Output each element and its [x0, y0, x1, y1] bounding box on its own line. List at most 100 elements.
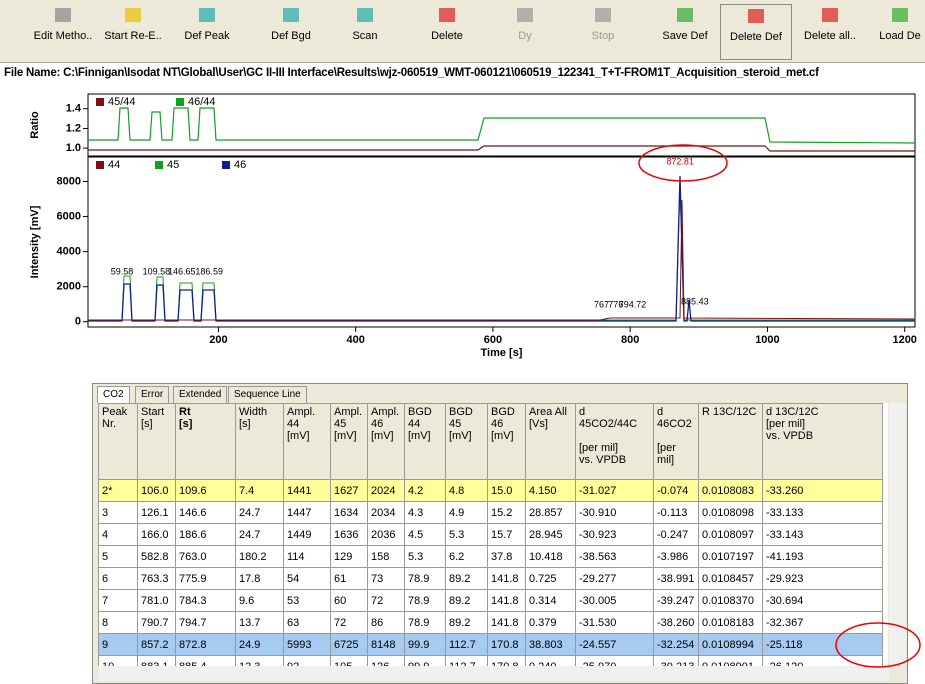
cell: 37.8	[487, 545, 526, 568]
tab[interactable]: Sequence Line	[228, 386, 307, 403]
cell: 1447	[283, 501, 331, 524]
button-label: Load De	[879, 30, 921, 42]
tab[interactable]: CO2	[97, 386, 130, 403]
cell: 170.8	[487, 655, 526, 666]
cell: -38.991	[653, 567, 699, 590]
cell: 7.4	[235, 479, 284, 502]
tab[interactable]: Extended	[173, 386, 228, 403]
table-row[interactable]: 9 857.2 872.8 24.9 5993 6725 8148 99.9 112.7 170.…	[98, 633, 883, 656]
cell: 0.0108370	[698, 589, 763, 612]
cell: 28.945	[525, 523, 576, 546]
button-icon	[517, 8, 533, 22]
button-icon	[125, 8, 141, 22]
column-header[interactable]: Area All [Vs]	[525, 403, 576, 480]
column-header[interactable]: BGD 44 [mV]	[404, 403, 446, 480]
column-header[interactable]: Ampl. 45 [mV]	[330, 403, 368, 480]
table-row[interactable]: 7 781.0 784.3 9.6 53 60 72 78.9 89.2 141.8 0.314 -3…	[98, 589, 883, 612]
cell: -32.254	[653, 633, 699, 656]
cell: 54	[283, 567, 331, 590]
ratio-trace-46	[88, 107, 916, 144]
toolbar-button[interactable]: Delete all..	[795, 4, 865, 58]
tab[interactable]: Error	[135, 386, 170, 403]
cell: 781.0	[137, 589, 176, 612]
toolbar-button[interactable]: Start Re-E..	[98, 4, 168, 58]
results-table: Peak Nr. Start [s] Rt [s] Width [s] Ampl. 44…	[98, 403, 888, 666]
column-header[interactable]: Peak Nr.	[98, 403, 138, 480]
column-header[interactable]: Ampl. 46 [mV]	[367, 403, 405, 480]
table-row[interactable]: 4 166.0 186.6 24.7 1449 1636 2036 4.5 5.3 15.7 28.…	[98, 523, 883, 546]
cell: 8	[98, 611, 138, 634]
cell: -32.367	[762, 611, 883, 634]
cell: 5.3	[404, 545, 446, 568]
column-header[interactable]: d 45CO2/44C [per mil] vs. VPDB	[575, 403, 654, 480]
cell: -38.260	[653, 611, 699, 634]
button-icon	[283, 8, 299, 22]
table-row[interactable]: 2* 106.0 109.6 7.4 1441 1627 2024 4.2 4.8 15.0 4.1…	[98, 479, 883, 502]
table: Peak Nr. Start [s] Rt [s] Width [s] Ampl. 44…	[98, 403, 883, 666]
cell: 6.2	[445, 545, 488, 568]
button-icon	[677, 8, 693, 22]
table-row[interactable]: 10883.1885.412.39210512699.9112.7170.80.…	[98, 655, 883, 666]
cell: 10	[98, 655, 138, 666]
button-label: Scan	[352, 30, 378, 42]
y-axis-label: Ratio	[29, 111, 41, 139]
vertical-scrollbar[interactable]	[889, 403, 906, 666]
legend-label: 46/44	[188, 96, 216, 108]
toolbar-button[interactable]: Delete Def	[720, 4, 792, 60]
column-header[interactable]: Width [s]	[235, 403, 284, 480]
legend-label: 44	[108, 159, 120, 171]
toolbar-button[interactable]: Stop	[568, 4, 638, 58]
cell: 4.9	[445, 501, 488, 524]
peak-label: 186.59	[195, 266, 223, 276]
column-header[interactable]: d 46CO2 [per mil]	[653, 403, 699, 480]
toolbar-button[interactable]: Scan	[330, 4, 400, 58]
column-header[interactable]: d 13C/12C [per mil] vs. VPDB	[762, 403, 883, 480]
toolbar-button[interactable]: Dy	[490, 4, 560, 58]
button-icon	[595, 8, 611, 22]
cell: 24.7	[235, 501, 284, 524]
y-tick-label: 6000	[57, 210, 81, 222]
cell: 4.3	[404, 501, 446, 524]
toolbar-button[interactable]: Def Bgd	[256, 4, 326, 58]
column-header[interactable]: BGD 45 [mV]	[445, 403, 488, 480]
cell: 784.3	[175, 589, 236, 612]
cell: 53	[283, 589, 331, 612]
column-header[interactable]: Rt [s]	[175, 403, 236, 480]
toolbar-button[interactable]: Def Peak	[172, 4, 242, 58]
cell: 775.9	[175, 567, 236, 590]
cell: 60	[330, 589, 368, 612]
cell: 2024	[367, 479, 405, 502]
column-header[interactable]: BGD 46 [mV]	[487, 403, 526, 480]
toolbar-button[interactable]: Delete	[412, 4, 482, 58]
cell: 24.7	[235, 523, 284, 546]
table-row[interactable]: 8 790.7 794.7 13.7 63 72 86 78.9 89.2 141.8 0.379-…	[98, 611, 883, 634]
button-icon	[748, 9, 764, 23]
button-icon	[199, 8, 215, 22]
y-tick-label: 4000	[57, 246, 81, 258]
button-label: Delete	[431, 30, 463, 42]
cell: -29.277	[575, 567, 654, 590]
cell: 5.3	[445, 523, 488, 546]
cell: -33.143	[762, 523, 883, 546]
column-header[interactable]: Start [s]	[137, 403, 176, 480]
table-row[interactable]: 6 763.3 775.9 17.8 54 61 73 78.9 89.2 141.8 0.725-…	[98, 567, 883, 590]
cell: 4.8	[445, 479, 488, 502]
table-row[interactable]: 3 126.1 146.6 24.7 1447 1634 2034 4.3 4.9 15.2 28.…	[98, 501, 883, 524]
column-header[interactable]: R 13C/12C	[698, 403, 763, 480]
peak-label: 872.81	[666, 156, 694, 166]
cell: 6	[98, 567, 138, 590]
column-header[interactable]: Ampl. 44 [mV]	[283, 403, 331, 480]
x-tick-label: 200	[209, 334, 227, 346]
button-label: Edit Metho..	[33, 30, 93, 42]
table-row[interactable]: 5 582.8 763.0 180.2 114 129 158 5.3 6.2 37.8 10.41…	[98, 545, 883, 568]
legend-swatch	[96, 98, 104, 106]
cell: 17.8	[235, 567, 284, 590]
toolbar-button[interactable]: Edit Metho..	[28, 4, 98, 58]
cell: 15.2	[487, 501, 526, 524]
horizontal-scrollbar[interactable]	[98, 666, 889, 681]
cell: 180.2	[235, 545, 284, 568]
toolbar-button[interactable]: Load De	[875, 4, 925, 58]
cell: 92	[283, 655, 331, 666]
cell: 112.7	[445, 633, 488, 656]
toolbar-button[interactable]: Save Def	[650, 4, 720, 58]
